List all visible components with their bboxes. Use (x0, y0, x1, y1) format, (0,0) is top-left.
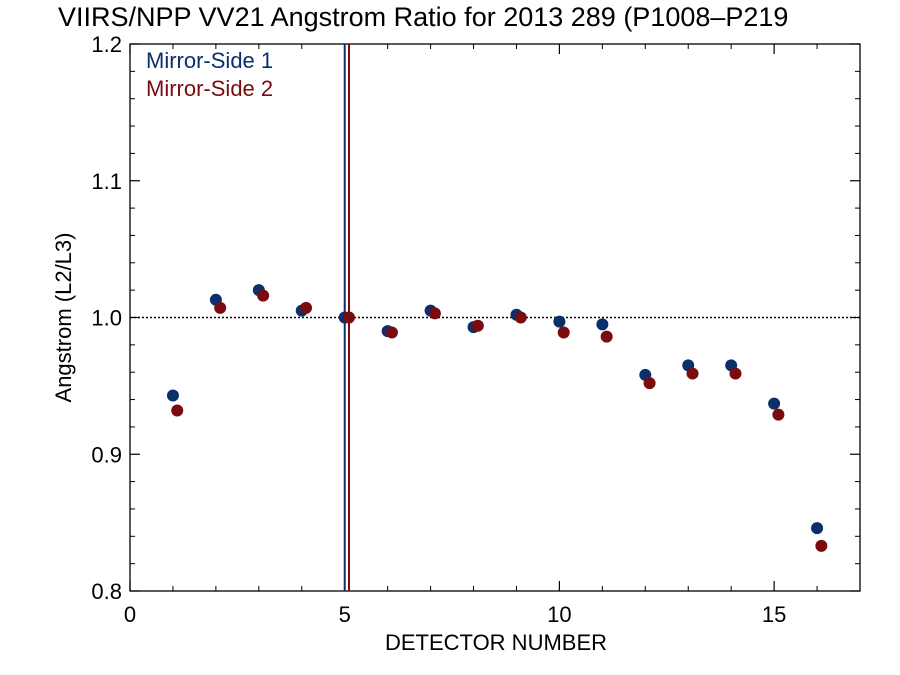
x-tick-label: 0 (124, 602, 136, 627)
x-tick-label: 5 (339, 602, 351, 627)
data-point (471, 319, 484, 332)
data-point (686, 367, 699, 380)
y-axis-label: Angstrom (L2/L3) (51, 233, 76, 403)
x-tick-label: 10 (547, 602, 571, 627)
data-point (811, 522, 824, 535)
data-point (596, 318, 609, 331)
y-tick-label: 1.1 (91, 169, 122, 194)
data-point (428, 307, 441, 320)
chart-title: VIIRS/NPP VV21 Angstrom Ratio for 2013 2… (58, 2, 789, 32)
data-point (815, 539, 828, 552)
data-point (300, 301, 313, 314)
x-tick-label: 15 (762, 602, 786, 627)
data-point (557, 326, 570, 339)
data-point (768, 397, 781, 410)
data-point (166, 389, 179, 402)
legend-entry: Mirror-Side 2 (146, 76, 273, 101)
data-point (600, 330, 613, 343)
y-tick-label: 1.0 (91, 306, 122, 331)
legend-entry: Mirror-Side 1 (146, 48, 273, 73)
data-point (729, 367, 742, 380)
data-point (772, 408, 785, 421)
data-point (514, 311, 527, 324)
data-point (171, 404, 184, 417)
data-point (343, 311, 355, 324)
data-point (385, 326, 398, 339)
y-tick-label: 1.2 (91, 32, 122, 57)
data-point (257, 289, 270, 302)
data-point (643, 377, 656, 390)
data-point (214, 301, 227, 314)
y-tick-label: 0.8 (91, 579, 122, 604)
y-tick-label: 0.9 (91, 442, 122, 467)
data-point (553, 315, 566, 328)
x-axis-label: DETECTOR NUMBER (385, 630, 607, 655)
